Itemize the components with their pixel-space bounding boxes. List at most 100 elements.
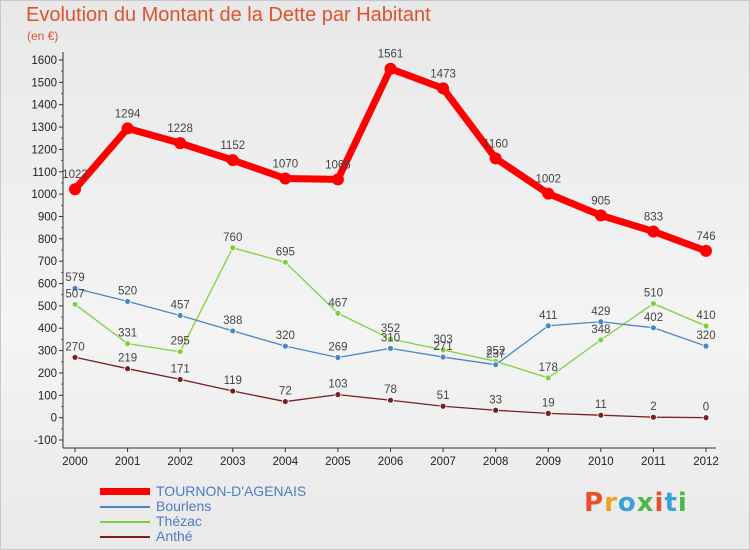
data-label: 78 — [384, 384, 397, 396]
legend-swatch-bourlens — [100, 506, 150, 508]
data-point — [544, 374, 552, 382]
data-label: 19 — [542, 397, 555, 409]
data-point — [124, 298, 131, 305]
data-point — [439, 346, 447, 354]
x-tick-label: 2006 — [378, 456, 404, 468]
data-label: 746 — [696, 231, 715, 243]
data-label: 579 — [65, 272, 84, 284]
data-point — [281, 398, 289, 405]
data-point — [492, 361, 500, 369]
logo-letter: t — [664, 488, 678, 518]
data-point — [71, 284, 79, 292]
logo-letter: i — [677, 488, 688, 518]
data-label: 320 — [696, 330, 715, 342]
data-label: 103 — [328, 379, 347, 391]
data-label: 269 — [328, 342, 347, 354]
data-point — [71, 300, 79, 308]
legend-label-anthe: Anthé — [156, 528, 193, 544]
data-point — [650, 413, 657, 421]
data-label: 1152 — [220, 140, 245, 152]
legend-swatch-tournon — [100, 488, 150, 495]
data-label: 905 — [591, 195, 610, 207]
data-point — [702, 322, 710, 330]
y-tick-label: -100 — [34, 435, 57, 447]
legend-label-tournon: TOURNON-D'AGENAIS — [156, 483, 307, 499]
data-label: 51 — [437, 390, 450, 402]
legend-swatch-thezac — [100, 521, 150, 523]
data-point — [69, 183, 81, 196]
data-label: 11 — [595, 399, 607, 411]
y-tick-label: 1500 — [31, 77, 57, 89]
logo-letter: r — [604, 488, 618, 518]
data-label: 352 — [381, 323, 400, 335]
y-tick-label: 1000 — [31, 189, 57, 201]
data-point — [647, 225, 660, 238]
legend-item-anthe: Anthé — [100, 528, 360, 544]
data-label: 388 — [223, 315, 242, 327]
data-label: 178 — [539, 362, 558, 374]
data-label: 467 — [328, 297, 347, 309]
x-tick-label: 2007 — [430, 456, 456, 468]
data-label: 1160 — [483, 138, 508, 150]
data-point — [121, 122, 134, 135]
data-point — [176, 348, 184, 356]
data-label: 1070 — [273, 158, 299, 170]
data-label: 833 — [644, 211, 663, 223]
data-point — [71, 353, 79, 361]
data-label: 33 — [489, 394, 502, 406]
data-point — [650, 324, 657, 332]
legend: TOURNON-D'AGENAIS Bourlens Thézac Anthé — [100, 483, 360, 544]
y-tick-label: 200 — [38, 368, 57, 380]
data-label: 520 — [118, 285, 137, 297]
data-label: 695 — [276, 246, 295, 258]
data-point — [174, 137, 187, 150]
data-point — [124, 365, 131, 373]
data-label: 1473 — [430, 68, 456, 80]
data-point — [542, 187, 555, 200]
logo-letter: x — [636, 488, 655, 518]
data-label: 1294 — [115, 108, 141, 120]
data-point — [334, 354, 342, 361]
y-tick-label: 0 — [51, 413, 57, 425]
logo-letter: P — [584, 488, 605, 518]
data-label: 271 — [433, 341, 452, 353]
data-point — [226, 154, 239, 167]
data-point — [439, 353, 447, 361]
data-label: 1066 — [325, 159, 351, 171]
data-label: 348 — [591, 324, 610, 336]
legend-item-tournon: TOURNON-D'AGENAIS — [100, 483, 360, 499]
data-label: 429 — [591, 306, 610, 318]
series-line-0 — [71, 65, 710, 255]
data-label: 1228 — [167, 123, 193, 135]
x-tick-label: 2011 — [641, 456, 666, 468]
data-label: 295 — [171, 336, 190, 348]
x-tick-label: 2004 — [273, 456, 299, 468]
data-point — [334, 309, 342, 317]
data-label: 270 — [65, 341, 84, 353]
data-label: 331 — [118, 328, 137, 340]
data-label: 1002 — [535, 174, 561, 186]
x-tick-label: 2010 — [588, 456, 614, 468]
data-point — [594, 209, 607, 222]
y-tick-label: 100 — [38, 390, 57, 402]
data-point — [597, 318, 605, 326]
x-tick-label: 2003 — [220, 456, 246, 468]
y-tick-label: 900 — [38, 211, 57, 223]
data-label: 119 — [224, 375, 242, 387]
data-label: 1022 — [62, 169, 88, 181]
data-point — [597, 336, 605, 344]
x-tick-label: 2002 — [167, 456, 193, 468]
data-label: 1561 — [378, 49, 404, 61]
x-tick-label: 2008 — [483, 456, 509, 468]
data-point — [492, 406, 500, 414]
chart-title: Evolution du Montant de la Dette par Hab… — [26, 4, 431, 26]
y-tick-label: 300 — [38, 346, 57, 358]
data-point — [702, 342, 710, 350]
legend-swatch-anthe — [100, 536, 150, 538]
x-tick-label: 2009 — [535, 456, 561, 468]
x-tick-label: 2001 — [115, 456, 141, 468]
x-tick-label: 2000 — [62, 456, 88, 468]
y-tick-label: 1400 — [31, 100, 57, 112]
